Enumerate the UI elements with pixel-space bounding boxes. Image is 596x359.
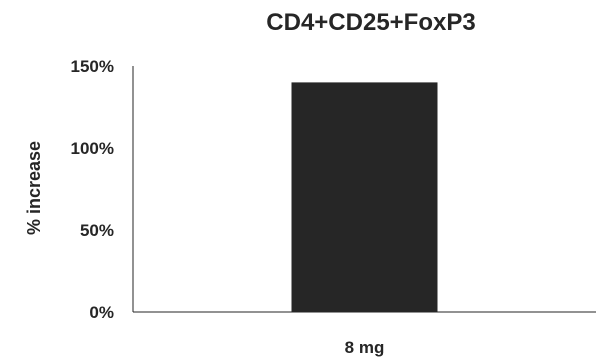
y-tick-labels: 0% 50% 100% 150% xyxy=(71,57,114,322)
chart-title: CD4+CD25+FoxP3 xyxy=(266,9,475,36)
y-tick-label: 50% xyxy=(80,221,114,240)
bars xyxy=(291,82,438,313)
y-axis-label: % increase xyxy=(24,141,44,235)
bar xyxy=(291,82,438,313)
y-tick-label: 150% xyxy=(71,57,114,76)
x-tick-label: 8 mg xyxy=(345,338,385,357)
y-tick-label: 0% xyxy=(89,303,114,322)
x-tick-labels: 8 mg xyxy=(345,338,385,357)
y-tick-label: 100% xyxy=(71,139,114,158)
